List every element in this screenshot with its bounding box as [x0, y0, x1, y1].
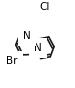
Text: N: N — [23, 31, 31, 41]
Text: Cl: Cl — [39, 2, 50, 12]
Text: N: N — [34, 43, 42, 53]
Text: Br: Br — [6, 56, 17, 66]
